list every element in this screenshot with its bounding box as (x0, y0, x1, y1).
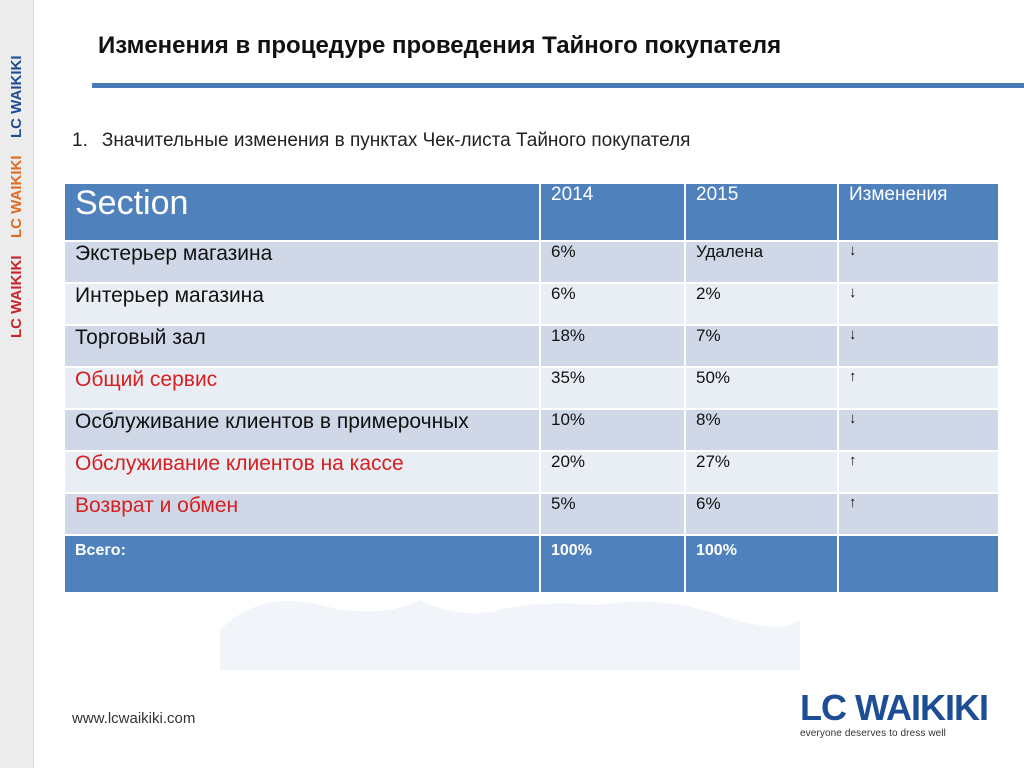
table-row: Экстерьер магазина 6% Удалена ↓ (63, 240, 1000, 284)
row-change-arrow: ↑ (837, 450, 1000, 494)
row-section-name: Осблуживание клиентов в примерочных (63, 408, 541, 452)
sidebar-logos: LC WAIKIKI LC WAIKIKI LC WAIKIKI (3, 38, 29, 339)
row-value-2015: 7% (684, 324, 839, 368)
row-change-arrow: ↓ (837, 240, 1000, 284)
total-label: Всего: (63, 534, 541, 594)
table-row: Обслуживание клиентов на кассе 20% 27% ↑ (63, 450, 1000, 494)
row-value-2014: 20% (539, 450, 686, 494)
world-map-watermark (220, 600, 800, 670)
table-row: Осблуживание клиентов в примерочных 10% 8%… (63, 408, 1000, 452)
row-value-2015: 2% (684, 282, 839, 326)
sidebar-strip: LC WAIKIKI LC WAIKIKI LC WAIKIKI (0, 0, 34, 768)
row-section-name: Общий сервис (63, 366, 541, 410)
row-change-arrow: ↑ (837, 492, 1000, 536)
table-row: Возврат и обмен 5% 6% ↑ (63, 492, 1000, 536)
sidebar-logo-orange: LC WAIKIKI (8, 156, 25, 239)
title-divider (92, 83, 1024, 88)
row-value-2015: 50% (684, 366, 839, 410)
table-row: Общий сервис 35% 50% ↑ (63, 366, 1000, 410)
row-value-2015: 6% (684, 492, 839, 536)
total-2015: 100% (684, 534, 839, 594)
heading-text: Значительные изменения в пунктах Чек-лис… (101, 130, 691, 151)
row-section-name: Торговый зал (63, 324, 541, 368)
row-change-arrow: ↓ (837, 408, 1000, 452)
row-section-name: Обслуживание клиентов на кассе (63, 450, 541, 494)
heading-number: 1. (72, 130, 88, 151)
footer-tagline: everyone deserves to dress well (800, 728, 946, 739)
row-value-2014: 10% (539, 408, 686, 452)
footer-logo: LC WAIKIKI (800, 687, 989, 728)
row-value-2015: 8% (684, 408, 839, 452)
row-value-2015: 27% (684, 450, 839, 494)
row-change-arrow: ↑ (837, 366, 1000, 410)
row-value-2014: 35% (539, 366, 686, 410)
sidebar-logo-image: LC WAIKIKI LC WAIKIKI LC WAIKIKI (8, 56, 25, 339)
row-value-2015: Удалена (684, 240, 839, 284)
column-header-section: Section (63, 182, 541, 242)
slide-title: Изменения в процедуре проведения Тайного… (98, 32, 782, 59)
footer-brand: LC WAIKIKI everyone deserves to dress we… (800, 687, 996, 740)
row-section-name: Интерьер магазина (63, 282, 541, 326)
table-row: Интерьер магазина 6% 2% ↓ (63, 282, 1000, 326)
table-row: Торговый зал 18% 7% ↓ (63, 324, 1000, 368)
sidebar-logo-blue: LC WAIKIKI (8, 56, 25, 139)
row-section-name: Возврат и обмен (63, 492, 541, 536)
column-header-2015: 2015 (684, 182, 839, 242)
column-header-2014: 2014 (539, 182, 686, 242)
row-change-arrow: ↓ (837, 282, 1000, 326)
checklist-table: Section 2014 2015 Изменения Экстерьер ма… (63, 182, 1000, 594)
table-header-row: Section 2014 2015 Изменения (63, 182, 1000, 242)
table-body: Экстерьер магазина 6% Удалена ↓ Интерьер маг… (63, 240, 1000, 594)
total-row: Всего: 100% 100% (63, 534, 1000, 594)
total-change (837, 534, 1000, 594)
sidebar-logo-red: LC WAIKIKI (8, 256, 25, 339)
row-section-name: Экстерьер магазина (63, 240, 541, 284)
row-value-2014: 18% (539, 324, 686, 368)
row-value-2014: 6% (539, 240, 686, 284)
row-change-arrow: ↓ (837, 324, 1000, 368)
column-header-changes: Изменения (837, 182, 1000, 242)
row-value-2014: 5% (539, 492, 686, 536)
row-value-2014: 6% (539, 282, 686, 326)
footer-url: www.lcwaikiki.com (72, 710, 196, 727)
numbered-heading: 1. Значительные изменения в пунктах Чек-… (72, 130, 690, 152)
total-2014: 100% (539, 534, 686, 594)
